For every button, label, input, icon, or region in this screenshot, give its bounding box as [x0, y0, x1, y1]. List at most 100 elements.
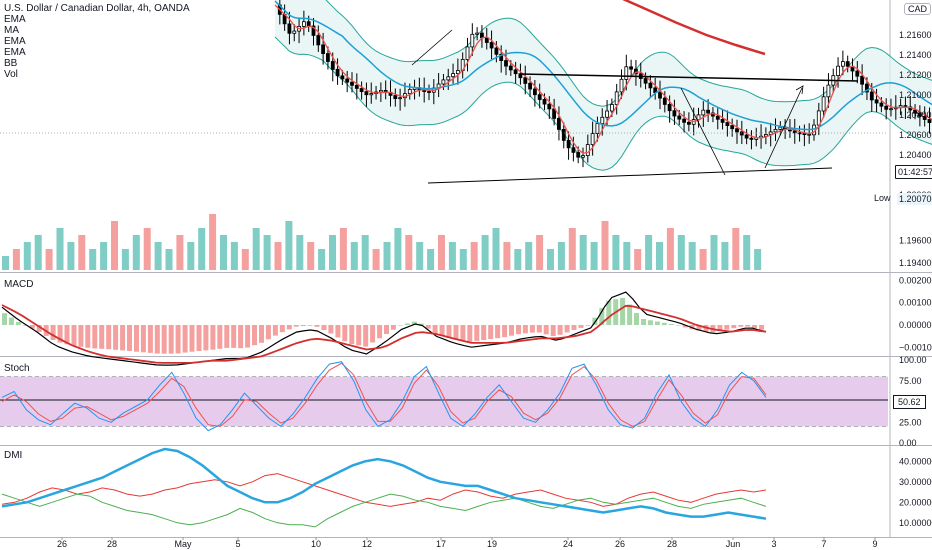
price-tick-label: 1.19600 [899, 235, 932, 245]
macd-histogram-bar [99, 325, 105, 349]
bollinger-upper-line [325, 0, 932, 107]
macd-histogram-bar [377, 325, 383, 339]
moving-average-long-line [622, 0, 766, 56]
volume-bar [427, 249, 435, 270]
candle-body [701, 109, 706, 116]
macd-histogram-bar [529, 325, 535, 333]
stoch-tick-label: 25.00 [899, 417, 922, 427]
candle-body [802, 133, 807, 136]
macd-histogram-bar [321, 325, 327, 331]
indicator-ema-3[interactable]: EMA [4, 47, 26, 58]
candle-body [345, 78, 350, 83]
macd-histogram-bar [502, 325, 508, 338]
volume-bar [721, 242, 729, 270]
currency-badge[interactable]: CAD [904, 3, 932, 15]
volume-bar [601, 221, 609, 270]
macd-histogram-bar [759, 325, 765, 330]
price-tick-label: 1.21400 [899, 50, 932, 60]
chart-legend: U.S. Dollar / Canadian Dollar, 4h, OANDA… [4, 3, 190, 80]
volume-bar [45, 249, 53, 270]
macd-histogram-bar [217, 325, 223, 349]
price-tick-label: 1.21600 [899, 30, 932, 40]
bollinger-lower-line [274, 36, 932, 171]
volume-bar [132, 235, 140, 270]
volume-bar [754, 249, 762, 270]
candle-body [407, 89, 412, 94]
macd-histogram-bar [64, 325, 70, 345]
volume-bar [361, 235, 369, 270]
volume-bar [536, 235, 544, 270]
candle-body [648, 82, 653, 89]
macd-histogram-bar [481, 325, 487, 340]
volume-bar [285, 221, 293, 270]
indicator-ma[interactable]: MA [4, 25, 19, 36]
macd-histogram-bar [29, 325, 35, 329]
indicator-ema-1[interactable]: EMA [4, 14, 26, 25]
macd-histogram-bar [543, 325, 549, 335]
macd-histogram-bar [300, 325, 306, 326]
candle-body [451, 73, 456, 78]
volume-bar [2, 256, 9, 270]
volume-bar [198, 228, 206, 270]
candle-body [484, 37, 489, 43]
macd-histogram-bar [627, 304, 633, 325]
macd-histogram-bar [647, 320, 653, 326]
macd-line [1, 291, 767, 366]
macd-histogram-bar [516, 325, 521, 335]
macd-histogram-bar [453, 325, 459, 340]
time-tick-label: Jun [726, 539, 741, 549]
candle-body [773, 128, 778, 133]
candle-body [764, 133, 768, 137]
volume-bar [547, 249, 554, 270]
macd-histogram-bar [675, 325, 681, 326]
macd-histogram-bar [147, 325, 153, 353]
candle-body [730, 125, 735, 130]
macd-histogram-bar [557, 325, 563, 335]
indicator-ema-2[interactable]: EMA [4, 36, 26, 47]
volume-bar [307, 242, 315, 270]
macd-histogram-bar [189, 325, 195, 352]
indicator-bb[interactable]: BB [4, 58, 18, 69]
candle-body [455, 70, 460, 74]
bollinger-band-fill [275, 0, 932, 171]
volume-bar [525, 242, 533, 270]
indicator-vol[interactable]: Vol [4, 69, 18, 80]
time-tick-label: 9 [872, 539, 877, 549]
trendline-early [411, 29, 453, 66]
candle-body [523, 77, 528, 84]
candle-body [841, 61, 845, 67]
candle-body [869, 91, 874, 101]
macd-histogram-bar [15, 321, 21, 326]
candle-body [561, 128, 566, 141]
candle-body [874, 99, 879, 104]
macd-histogram-bar [314, 325, 320, 327]
volume-bar [394, 228, 402, 270]
macd-histogram-bar [411, 321, 417, 326]
volume-bar [252, 228, 260, 270]
macd-histogram-bar [22, 325, 28, 326]
candle-body [744, 134, 749, 139]
macd-histogram-bar [120, 325, 126, 351]
volume-bar [438, 235, 445, 270]
macd-histogram-bar [661, 322, 667, 326]
macd-histogram-bar [536, 325, 542, 333]
macd-histogram-bar [71, 325, 77, 346]
stoch-label[interactable]: Stoch [4, 363, 30, 374]
macd-histogram-bar [57, 325, 63, 343]
candle-body [528, 82, 532, 90]
ema-mid-line [274, 0, 932, 131]
time-tick-label: 28 [667, 539, 677, 549]
candle-body [927, 119, 932, 123]
volume-bar [176, 235, 184, 270]
volume-bar [350, 242, 358, 270]
macd-histogram-bar [293, 325, 299, 327]
dmi-label[interactable]: DMI [4, 450, 23, 461]
volume-bar [339, 228, 347, 270]
macd-histogram-bar [8, 317, 14, 325]
macd-histogram-bar [113, 325, 119, 350]
macd-histogram-bar [370, 325, 376, 343]
macd-histogram-bar [571, 325, 577, 330]
macd-label[interactable]: MACD [4, 279, 34, 290]
candle-body [499, 53, 504, 61]
macd-histogram-bar [92, 325, 98, 349]
